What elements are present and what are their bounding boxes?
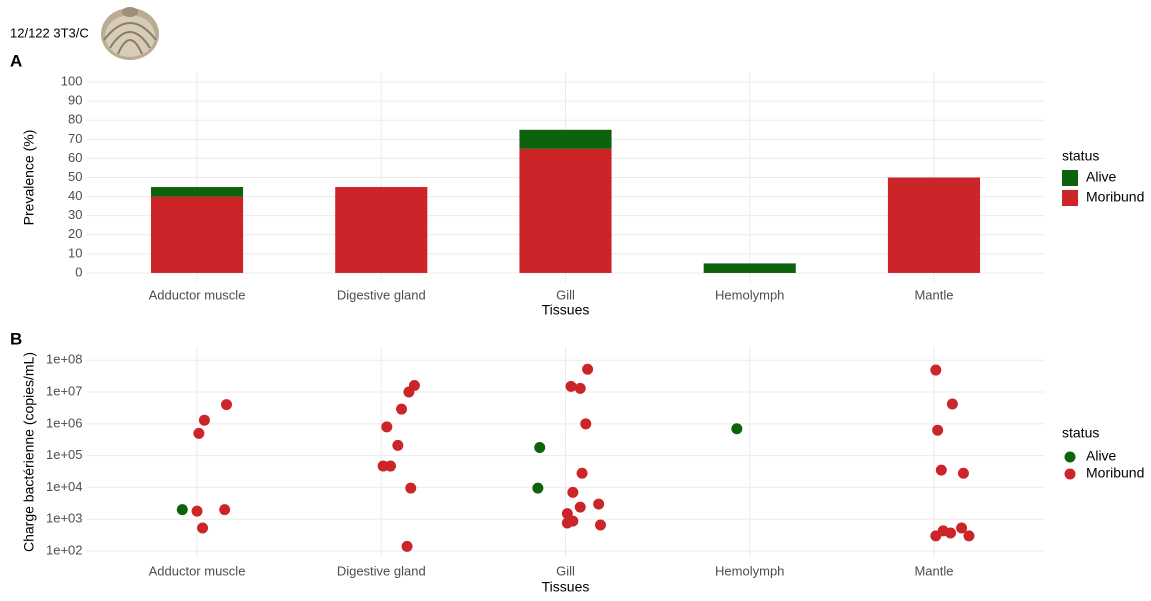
y-tick-label: 1e+08 — [46, 352, 83, 367]
point — [561, 508, 573, 520]
y-tick-label: 70 — [68, 131, 82, 146]
point — [532, 482, 544, 494]
legend-label: Moribund — [1086, 465, 1144, 481]
point — [392, 439, 404, 451]
bar-segment — [519, 129, 612, 149]
point — [963, 530, 975, 542]
point — [567, 486, 579, 498]
point — [574, 501, 586, 513]
x-tick-label: Digestive gland — [337, 287, 426, 302]
y-tick-label: 1e+03 — [46, 511, 83, 526]
legend-label: Alive — [1086, 448, 1117, 464]
point — [197, 522, 209, 534]
legend-title: status — [1062, 425, 1099, 441]
sample-label: 12/122 3T3/C — [10, 25, 89, 40]
bar-segment — [887, 177, 981, 273]
x-tick-label: Gill — [556, 287, 575, 302]
legend-swatch — [1064, 468, 1076, 480]
point — [219, 504, 231, 516]
point — [565, 380, 577, 392]
point — [401, 540, 413, 552]
point — [403, 386, 415, 398]
point — [935, 464, 947, 476]
point — [957, 467, 969, 479]
bar-segment — [519, 148, 612, 273]
legend-swatch — [1062, 190, 1078, 206]
point — [405, 482, 417, 494]
y-tick-label: 100 — [61, 73, 83, 88]
point — [956, 522, 968, 534]
y-tick-label: 1e+07 — [46, 383, 83, 398]
y-tick-label: 40 — [68, 188, 82, 203]
point — [176, 504, 188, 516]
point — [930, 530, 942, 542]
point — [221, 399, 233, 411]
x-tick-label: Hemolymph — [715, 563, 784, 578]
y-tick-label: 0 — [75, 264, 82, 279]
x-tick-label: Digestive gland — [337, 563, 426, 578]
point — [561, 517, 573, 529]
x-tick-label: Adductor muscle — [149, 563, 246, 578]
x-tick-label: Gill — [556, 563, 575, 578]
x-tick-label: Hemolymph — [715, 287, 784, 302]
legend-label: Alive — [1086, 169, 1117, 185]
y-tick-label: 30 — [68, 207, 82, 222]
point — [384, 460, 396, 472]
x-tick-label: Mantle — [914, 563, 953, 578]
point — [580, 418, 592, 430]
y-tick-label: 1e+04 — [46, 479, 83, 494]
y-tick-label: 60 — [68, 150, 82, 165]
point — [191, 505, 203, 517]
point — [381, 421, 393, 433]
point — [534, 442, 546, 454]
point — [946, 398, 958, 410]
bar-segment — [150, 187, 244, 197]
y-tick-label: 80 — [68, 112, 82, 127]
legend-title: status — [1062, 148, 1099, 164]
point — [574, 382, 586, 394]
point — [930, 364, 942, 376]
bar-segment — [703, 263, 796, 273]
shell-icon — [101, 7, 159, 60]
y-tick-label: 1e+02 — [46, 542, 83, 557]
y-tick-label: 20 — [68, 226, 82, 241]
y-tick-label: 1e+06 — [46, 415, 83, 430]
point — [945, 527, 957, 539]
point — [576, 467, 588, 479]
point — [396, 403, 408, 415]
y-tick-label: 50 — [68, 169, 82, 184]
x-axis-title: Tissues — [542, 579, 590, 595]
point — [582, 363, 594, 375]
legend-swatch — [1062, 170, 1078, 186]
point — [193, 427, 205, 439]
y-axis-title: Charge bactérienne (copies/mL) — [21, 352, 37, 552]
legend-swatch — [1064, 451, 1076, 463]
y-tick-label: 1e+05 — [46, 447, 83, 462]
point — [198, 414, 210, 426]
point — [593, 498, 605, 510]
y-tick-label: 10 — [68, 245, 82, 260]
point — [932, 424, 944, 436]
y-tick-label: 90 — [68, 93, 82, 108]
x-tick-label: Mantle — [914, 287, 953, 302]
panel-label: A — [10, 51, 22, 70]
bar-segment — [150, 196, 244, 273]
legend-label: Moribund — [1086, 189, 1144, 205]
point — [595, 519, 607, 531]
x-tick-label: Adductor muscle — [149, 287, 246, 302]
bar-segment — [335, 187, 428, 273]
y-axis-title: Prevalence (%) — [21, 130, 37, 226]
point — [731, 423, 743, 435]
x-axis-title: Tissues — [542, 302, 590, 318]
panel-label: B — [10, 329, 22, 348]
